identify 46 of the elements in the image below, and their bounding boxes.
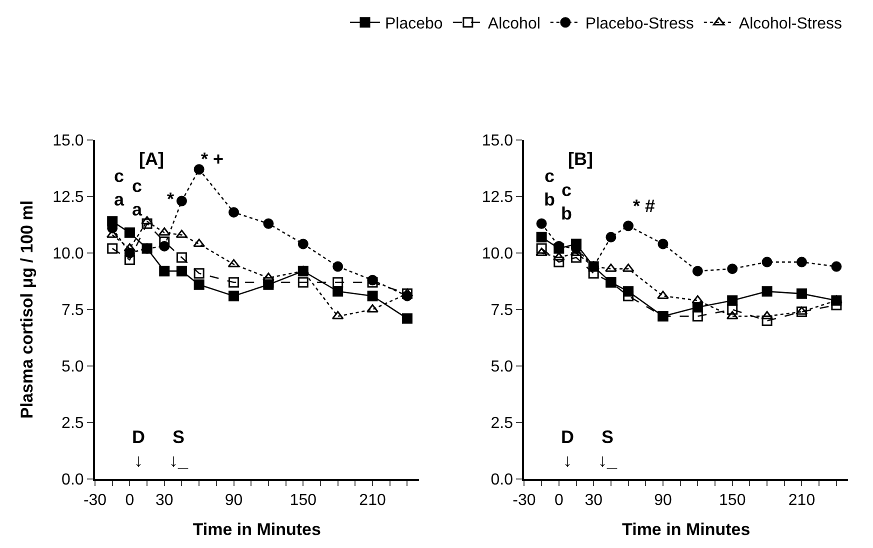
annotation: c b <box>544 166 555 210</box>
y-tick-label: 0.0 <box>490 472 514 489</box>
x-tick-label: 210 <box>788 492 816 510</box>
y-tick-label: 10.0 <box>482 246 514 263</box>
x-tick-label: -30 <box>83 492 107 510</box>
x-tick-label: 0 <box>125 492 134 510</box>
x-tick-label: 30 <box>155 492 174 510</box>
y-tick-label: 7.5 <box>62 302 84 320</box>
y-tick-label: 2.5 <box>62 415 84 432</box>
y-tick-label: 2.5 <box>490 415 514 432</box>
y-tick-label: 7.5 <box>490 302 514 320</box>
x-tick-label: 150 <box>290 492 317 510</box>
legend-label: Alcohol-Stress <box>738 16 842 33</box>
x-tick-label: 150 <box>719 492 746 510</box>
x-tick-label: 0 <box>554 492 564 510</box>
annotation: * # <box>633 196 656 216</box>
legend-label: Placebo-Stress <box>585 16 694 33</box>
y-tick-label: 12.5 <box>52 189 84 206</box>
annotation: c a <box>114 166 125 210</box>
x-tick-label: 30 <box>584 492 603 510</box>
annotation: S ↓_ <box>598 427 618 470</box>
legend-label: Placebo <box>385 16 443 33</box>
annotation: D ↓ <box>561 427 574 470</box>
x-axis-title: Time in Minutes <box>192 520 321 540</box>
y-tick-label: 5.0 <box>62 358 84 376</box>
annotation: S ↓_ <box>169 427 189 470</box>
annotation: c b <box>561 180 572 224</box>
y-tick-label: 15.0 <box>482 132 514 150</box>
annotation: * <box>167 189 174 209</box>
x-tick-label: 90 <box>654 492 672 510</box>
legend-label: Alcohol <box>488 16 540 33</box>
y-tick-label: 10.0 <box>52 246 84 263</box>
annotation: * + <box>201 149 224 169</box>
y-tick-label: 5.0 <box>490 358 514 376</box>
y-tick-label: 0.0 <box>62 472 84 489</box>
y-axis-title: Plasma cortisol μg / 100 ml <box>18 200 37 419</box>
x-tick-label: 90 <box>224 492 243 510</box>
annotation: c a <box>132 176 143 220</box>
x-axis-title: Time in Minutes <box>622 520 750 540</box>
y-tick-label: 15.0 <box>52 132 84 150</box>
y-tick-label: 12.5 <box>482 189 514 206</box>
annotation: [B] <box>568 149 593 169</box>
x-tick-label: -30 <box>512 492 536 510</box>
annotation: [A] <box>139 149 164 169</box>
x-tick-label: 210 <box>359 492 386 510</box>
annotation: D ↓ <box>132 427 145 470</box>
